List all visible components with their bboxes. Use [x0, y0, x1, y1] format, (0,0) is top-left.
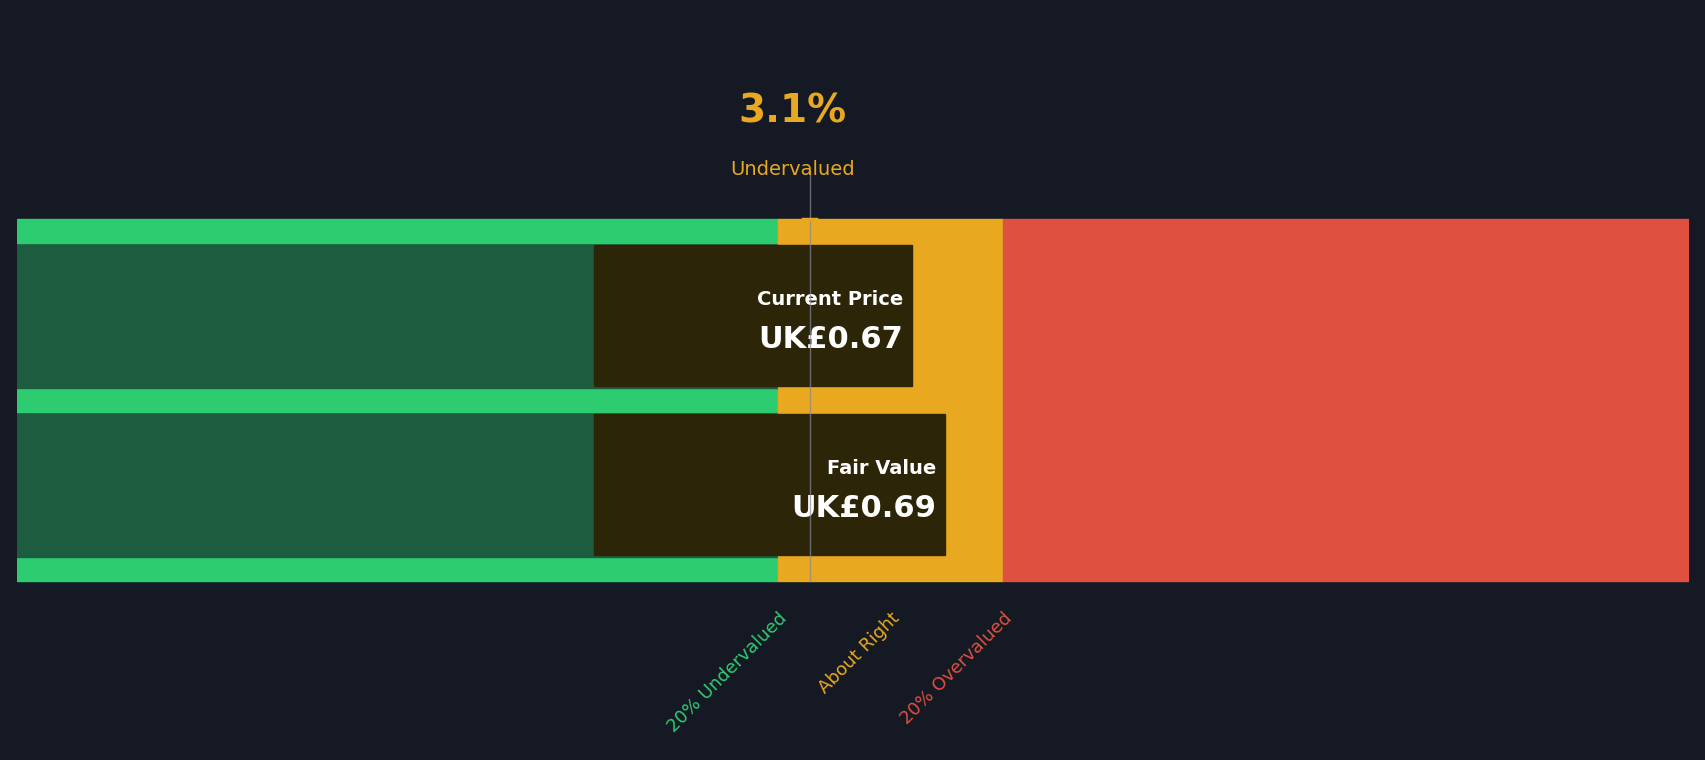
Bar — [777, 388, 1003, 412]
Bar — [17, 219, 777, 243]
Text: UK£0.69: UK£0.69 — [791, 494, 936, 523]
Bar — [1003, 243, 1688, 388]
Bar — [17, 557, 777, 581]
Bar — [1003, 412, 1688, 557]
Bar — [777, 243, 1003, 388]
Text: 20% Overvalued: 20% Overvalued — [897, 610, 1016, 728]
Bar — [777, 219, 1003, 243]
Bar — [1003, 557, 1688, 581]
Bar — [17, 388, 777, 412]
Text: UK£0.67: UK£0.67 — [759, 325, 902, 354]
Text: 3.1%: 3.1% — [738, 93, 846, 131]
Bar — [777, 557, 1003, 581]
Bar — [777, 412, 1003, 557]
Bar — [1003, 219, 1688, 243]
Text: Undervalued: Undervalued — [730, 160, 854, 179]
Bar — [593, 414, 945, 555]
Text: Current Price: Current Price — [757, 290, 902, 309]
Text: 20% Undervalued: 20% Undervalued — [663, 610, 789, 736]
Bar — [17, 243, 777, 388]
Bar — [1003, 388, 1688, 412]
Bar — [17, 412, 777, 557]
Text: About Right: About Right — [815, 610, 904, 697]
Bar — [593, 245, 910, 386]
Text: Fair Value: Fair Value — [827, 459, 936, 478]
